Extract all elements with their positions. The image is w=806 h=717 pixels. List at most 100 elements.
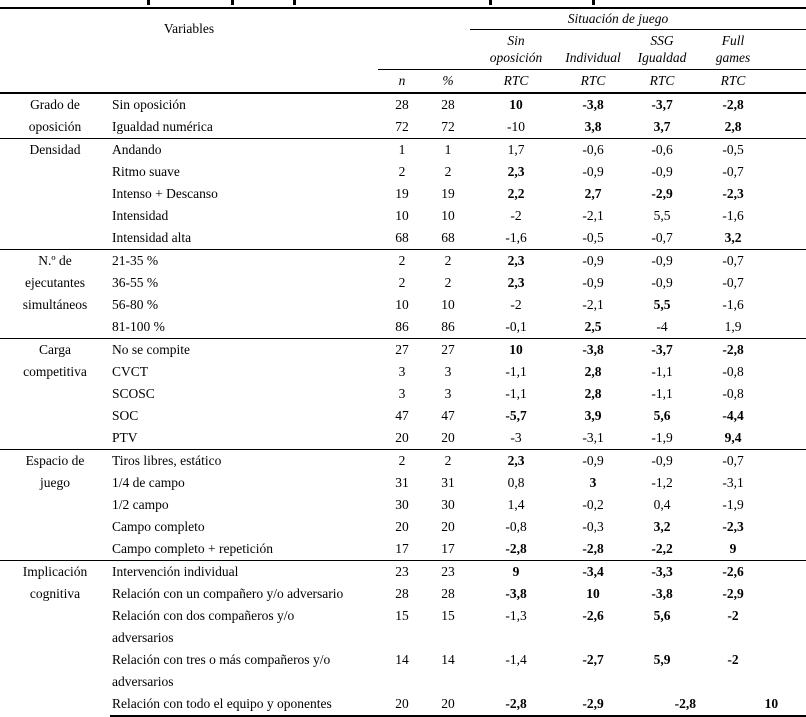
variable-cell: No se compite xyxy=(110,338,379,361)
cropped-caption-artifact xyxy=(0,0,806,7)
pct-cell: 3 xyxy=(444,364,452,379)
group-label: Carga competitiva xyxy=(0,338,110,450)
rtc-cell: -1,6 xyxy=(722,297,744,312)
rtc-cell: -0,8 xyxy=(505,519,527,534)
rtc-cell: -2,8 xyxy=(582,541,604,556)
table-row: PTV 20 20 -3 -3,1 -1,9 9,4 xyxy=(0,427,806,450)
rtc-cell: -1,1 xyxy=(651,364,673,379)
table-row: Campo completo 20 20 -0,8 -0,3 3,2 -2,3 xyxy=(0,516,806,538)
rtc-cell: -1,9 xyxy=(722,497,744,512)
rtc-cell: -5,7 xyxy=(505,408,527,423)
variable-cell: Tiros libres, estático xyxy=(110,449,379,472)
rtc-cell: 2,3 xyxy=(470,249,563,272)
text-descender-mark xyxy=(147,0,150,5)
rtc-cell: -4 xyxy=(656,319,668,334)
rtc-cell: -2,3 xyxy=(722,519,744,534)
table-row: Igualdad numérica 72 72 -10 3,8 3,7 2,8 xyxy=(0,116,806,139)
variable-cell: Sin oposición xyxy=(110,92,379,116)
table-row: Carga competitiva No se compite 27 27 10 -3,8… xyxy=(0,338,806,450)
group-label: Grado de oposición xyxy=(0,92,110,139)
pct-cell: 14 xyxy=(441,652,455,667)
pct-cell: 68 xyxy=(441,230,455,245)
rtc-cell: -2,9 xyxy=(651,186,673,201)
rtc-cell: -3,7 xyxy=(624,338,701,361)
pct-cell: 20 xyxy=(441,519,455,534)
table-row: Campo completo + repetición 17 17 -2,8 -2,8 -… xyxy=(0,538,806,561)
header-row-situations: Sin oposición Individual SSG Igualdad Fu… xyxy=(0,29,806,70)
rtc-cell: -0,8 xyxy=(722,386,744,401)
rtc-cell: -0,5 xyxy=(700,138,806,161)
n-cell: 27 xyxy=(378,338,427,361)
rtc-cell: -1,9 xyxy=(651,430,673,445)
variable-cell: Andando xyxy=(110,138,379,161)
rtc-cell: 3,7 xyxy=(653,119,671,134)
pct-cell: 2 xyxy=(444,275,452,290)
rtc-cell: 5,6 xyxy=(653,608,671,623)
rtc-cell: -0,9 xyxy=(651,275,673,290)
rtc-cell: -0,9 xyxy=(624,449,701,472)
n-cell: 2 xyxy=(398,275,406,290)
group-label: N.º de ejecutantes simultáneos xyxy=(0,249,110,339)
rtc-cell: 10 xyxy=(470,92,563,116)
n-cell: 23 xyxy=(378,560,427,583)
rtc-cell: 2,8 xyxy=(584,386,602,401)
n-cell: 28 xyxy=(395,586,409,601)
variable-cell: SCOSC xyxy=(112,386,155,401)
rtc-cell: -0,9 xyxy=(624,249,701,272)
rtc-cell: -1,6 xyxy=(505,230,527,245)
variable-cell: Campo completo xyxy=(112,519,205,534)
rtc-cell: -1,1 xyxy=(651,386,673,401)
n-cell: 2 xyxy=(378,249,427,272)
n-column-header: n xyxy=(378,69,427,94)
n-cell: 47 xyxy=(395,408,409,423)
variable-cell: Relación con un compañero y/o adversario xyxy=(112,586,344,601)
rtc-cell: 3,2 xyxy=(724,230,742,245)
table-row: Relación con un compañero y/o adversario… xyxy=(0,583,806,605)
variable-cell: Intensidad xyxy=(112,208,169,223)
rtc-cell: -1,3 xyxy=(505,608,527,623)
rtc-cell: 3,9 xyxy=(584,408,602,423)
table-row: Relación con todo el equipo y oponentes 2… xyxy=(0,693,806,717)
variables-header: Variables xyxy=(0,7,379,70)
pct-cell: 2 xyxy=(444,164,452,179)
n-cell: 20 xyxy=(395,430,409,445)
n-cell: 10 xyxy=(395,208,409,223)
rtc-cell: -3,7 xyxy=(624,92,701,116)
rtc-cell: -3,4 xyxy=(562,560,625,583)
rtc-cell: 10 xyxy=(700,693,806,717)
table-row: SOC 47 47 -5,7 3,9 5,6 -4,4 xyxy=(0,405,806,427)
rtc-cell: -2 xyxy=(727,652,739,667)
rtc-cell: 2,5 xyxy=(584,319,602,334)
n-cell: 10 xyxy=(395,297,409,312)
header-spacer xyxy=(0,69,379,94)
rtc-cell: 5,5 xyxy=(653,208,671,223)
pct-cell: 1 xyxy=(426,138,471,161)
pct-cell: 17 xyxy=(441,541,455,556)
rtc-cell: -3,8 xyxy=(562,92,625,116)
rtc-cell: -0,2 xyxy=(582,497,604,512)
table-row: Implicación cognitiva Intervención indivi… xyxy=(0,560,806,716)
rtc-cell: 1,4 xyxy=(507,497,525,512)
variable-cell: 1/4 de campo xyxy=(112,475,185,490)
rtc-cell: -0,8 xyxy=(722,364,744,379)
pct-cell: 30 xyxy=(441,497,455,512)
variable-cell: Ritmo suave xyxy=(112,164,180,179)
table-row: Densidad Andando 1 1 1,7 -0,6 -0,6 -0,5 xyxy=(0,138,806,250)
table-row: CVCT 3 3 -1,1 2,8 -1,1 -0,8 xyxy=(0,361,806,383)
variable-cell: 81-100 % xyxy=(112,319,165,334)
rtc-cell: -0,7 xyxy=(700,249,806,272)
situation-header-individual: Individual xyxy=(562,29,625,70)
rtc-cell: -2,9 xyxy=(562,693,625,717)
n-cell: 14 xyxy=(395,652,409,667)
pct-cell: 15 xyxy=(441,608,455,623)
rtc-cell: -10 xyxy=(507,119,526,134)
rtc-cell: 2,2 xyxy=(507,186,525,201)
situation-header-sin-oposicion: Sin oposición xyxy=(470,29,563,70)
group-label: Densidad xyxy=(0,138,110,250)
rtc-cell: -3,3 xyxy=(624,560,701,583)
rtc-cell: -2,7 xyxy=(582,652,604,667)
rtc-cell: -3,1 xyxy=(582,430,604,445)
rtc-cell: 2,8 xyxy=(584,364,602,379)
rtc-cell: -0,5 xyxy=(582,230,604,245)
pct-cell: 10 xyxy=(441,297,455,312)
